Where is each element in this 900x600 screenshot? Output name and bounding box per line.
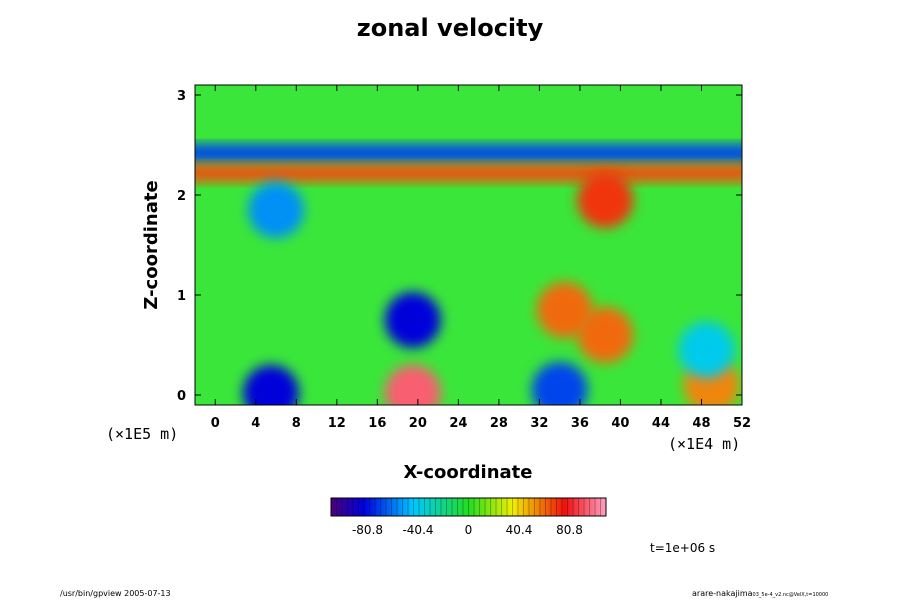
footer-right-sub: 03_5e-4_v2.nc@VelX,t=10000 — [753, 592, 829, 598]
blob-3 — [384, 365, 441, 405]
x-tick-label-13: 52 — [733, 416, 751, 431]
x-tick-label-9: 36 — [571, 416, 589, 431]
footer-right-main: arare-nakajima — [692, 589, 753, 598]
colorbar-label-4: 80.8 — [556, 523, 583, 537]
x-tick-label-0: 0 — [211, 416, 220, 431]
x-tick-label-12: 48 — [692, 416, 710, 431]
x-tick-label-7: 28 — [490, 416, 508, 431]
colorbar-label-1: -40.4 — [402, 523, 433, 537]
x-unit-label: (×1E4 m) — [668, 435, 740, 453]
y-tick-label-0: 0 — [177, 389, 186, 404]
x-tick-label-8: 32 — [530, 416, 548, 431]
x-tick-label-3: 12 — [328, 416, 346, 431]
x-tick-label-10: 40 — [611, 416, 629, 431]
chart-title: zonal velocity — [356, 14, 544, 42]
x-tick-label-1: 4 — [251, 416, 260, 431]
blob-6 — [536, 282, 593, 338]
colorbar-label-3: 40.4 — [506, 523, 533, 537]
blob-8 — [577, 172, 634, 228]
y-tick-label-1: 1 — [177, 289, 186, 304]
band-1 — [195, 164, 742, 182]
blob-5 — [384, 292, 441, 348]
x-tick-label-4: 16 — [368, 416, 386, 431]
band-0 — [195, 144, 742, 162]
footer-right: arare-nakajima03_5e-4_v2.nc@VelX,t=10000 — [692, 589, 828, 598]
colorbar-labels: -80.8 -40.4 0 40.4 80.8 — [352, 523, 583, 537]
blob-4 — [531, 362, 588, 405]
y-tick-label-3: 3 — [177, 89, 186, 104]
plot-frame — [194, 84, 743, 406]
y-tick-label-2: 2 — [177, 189, 186, 204]
x-axis-title: X-coordinate — [404, 462, 533, 483]
blob-2 — [242, 365, 299, 405]
colorbar-divisions — [330, 498, 607, 516]
time-label: t=1e+06 s — [650, 541, 715, 555]
x-tick-label-11: 44 — [652, 416, 670, 431]
colorbar: -80.8 -40.4 0 40.4 80.8 — [330, 497, 607, 537]
x-tick-label-5: 20 — [409, 416, 427, 431]
colorbar-label-2: 0 — [465, 523, 473, 537]
colorbar-label-0: -80.8 — [352, 523, 383, 537]
blob-11 — [577, 307, 634, 363]
y-unit-label: (×1E5 m) — [106, 425, 178, 443]
x-tick-label-6: 24 — [449, 416, 467, 431]
heatmap-field — [195, 144, 742, 405]
blob-7 — [248, 182, 305, 238]
blob-10 — [678, 322, 735, 378]
plot-background — [195, 85, 742, 405]
footer-left: /usr/bin/gpview 2005-07-13 — [60, 589, 171, 598]
y-axis-title: Z-coordinate — [141, 180, 162, 309]
x-tick-label-2: 8 — [292, 416, 301, 431]
